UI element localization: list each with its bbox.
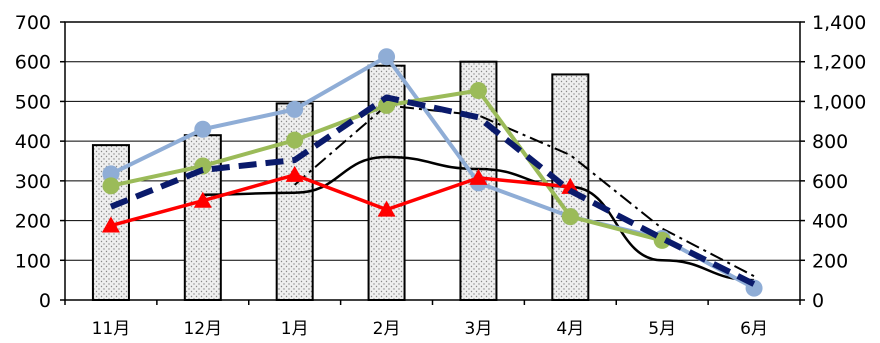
- left-tick-label: 100: [15, 250, 51, 272]
- series-4-point: [193, 191, 212, 208]
- plot-border: [64, 21, 801, 301]
- series-3-point: [469, 82, 487, 100]
- x-tick-label: 11月: [92, 319, 131, 339]
- right-axis: 0 200 400 600 800 1,000 1,200 1,400: [800, 12, 866, 312]
- left-tick-label: 200: [15, 211, 51, 233]
- series-3-point: [102, 177, 120, 195]
- series-3-point: [561, 208, 579, 226]
- right-tick-label: 200: [812, 250, 848, 272]
- right-tick-label: 0: [812, 290, 824, 312]
- series-3-point: [286, 131, 304, 149]
- series-4-point: [377, 200, 396, 217]
- left-tick-label: 600: [15, 52, 51, 74]
- series-4-point: [101, 216, 120, 233]
- series-line-1: [294, 104, 755, 278]
- x-tick-label: 2月: [373, 319, 401, 339]
- left-tick-label: 300: [15, 171, 51, 193]
- line-series: [101, 48, 763, 297]
- right-tick-label: 600: [812, 171, 848, 193]
- series-line-5: [109, 94, 756, 287]
- left-tick-label: 700: [15, 12, 51, 34]
- left-axis: 0 100 200 300 400 500 600 700: [15, 12, 65, 312]
- x-tick-label: 1月: [281, 319, 309, 339]
- left-tick-label: 500: [15, 91, 51, 113]
- series-3-point: [653, 231, 671, 249]
- series-2-point: [378, 48, 396, 66]
- x-tick-label: 4月: [556, 319, 584, 339]
- x-tick-label: 12月: [183, 319, 222, 339]
- right-tick-label: 800: [812, 131, 848, 153]
- left-tick-label: 0: [39, 290, 51, 312]
- x-tick-label: 3月: [465, 319, 493, 339]
- right-tick-label: 400: [812, 211, 848, 233]
- x-tick-label: 6月: [740, 319, 768, 339]
- x-axis: 11月 12月 1月 2月 3月 4月 5月 6月: [64, 300, 801, 339]
- right-tick-label: 1,200: [812, 52, 866, 74]
- right-tick-label: 1,400: [812, 12, 866, 34]
- series-2-point: [286, 100, 304, 118]
- series-2-point: [102, 165, 120, 183]
- series-4-point: [469, 168, 488, 185]
- series-2-point: [194, 120, 212, 138]
- plot-frame: [64, 21, 801, 301]
- right-tick-label: 1,000: [812, 91, 866, 113]
- series-line-4: [110, 173, 571, 228]
- series-4-point: [285, 165, 304, 182]
- x-tick-label: 5月: [648, 319, 676, 339]
- left-tick-label: 400: [15, 131, 51, 153]
- series-line-0: [202, 155, 755, 282]
